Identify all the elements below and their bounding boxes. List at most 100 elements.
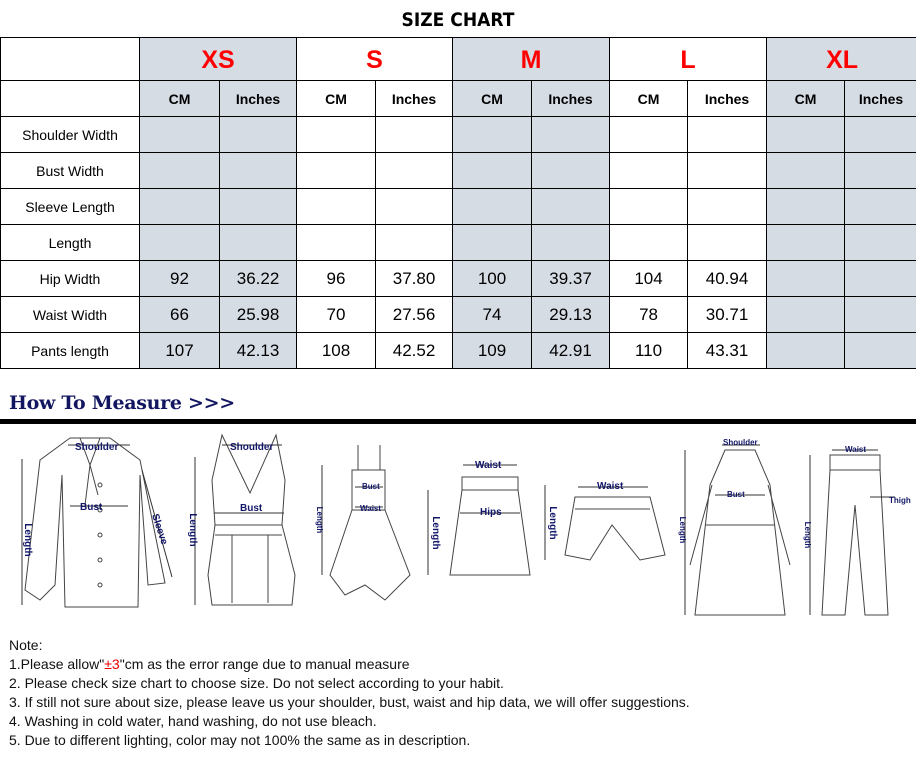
- row-label: Hip Width: [0, 260, 140, 297]
- table-row: Sleeve Length: [0, 188, 916, 225]
- value-cell: [531, 152, 611, 189]
- note-1-text: 1.Please allow": [9, 656, 105, 672]
- value-cell: [452, 152, 533, 189]
- size-l: L: [609, 37, 768, 81]
- value-cell: 96: [296, 260, 377, 297]
- value-cell: [452, 116, 533, 153]
- value-cell: 39.37: [531, 260, 611, 297]
- value-cell: 29.13: [531, 296, 611, 333]
- size-m: M: [452, 37, 611, 81]
- table-row: Hip Width 92 36.22 96 37.80 100 39.37 104 40.94: [0, 260, 916, 297]
- value-cell: [375, 116, 454, 153]
- value-cell: [766, 260, 846, 297]
- value-cell: [844, 332, 916, 369]
- row-label: Sleeve Length: [0, 188, 140, 225]
- size-xs: XS: [138, 37, 298, 81]
- label-tank-length: Length: [187, 513, 198, 546]
- label-dress-bust: Bust: [362, 482, 380, 491]
- value-cell: 25.98: [218, 296, 298, 333]
- value-cell: 42.91: [531, 332, 611, 369]
- value-cell: [687, 224, 768, 261]
- value-cell: [609, 116, 689, 153]
- row-label: Bust Width: [0, 152, 140, 189]
- unit-cm: CM: [609, 80, 689, 117]
- how-to-measure-heading: How To Measure >>>: [9, 392, 235, 414]
- value-cell: [609, 224, 689, 261]
- label-pants-waist: Waist: [845, 445, 866, 454]
- label-coat-shoulder: Shoulder: [723, 438, 758, 447]
- label-dress-length: Length: [315, 507, 324, 534]
- value-cell: [766, 224, 846, 261]
- value-cell: [687, 152, 768, 189]
- measure-illustrations: Shoulder Bust Length Sleeve Shoulder Bus…: [21, 433, 911, 616]
- value-cell: 37.80: [375, 260, 454, 297]
- value-cell: [218, 224, 298, 261]
- table-row: Pants length 107 42.13 108 42.52 109 42.91 110 4…: [0, 332, 916, 369]
- dress-figure: [321, 445, 411, 601]
- row-label: Waist Width: [0, 296, 140, 333]
- value-cell: [296, 224, 377, 261]
- value-cell: 42.52: [375, 332, 454, 369]
- unit-inches: Inches: [375, 80, 454, 117]
- value-cell: [296, 152, 377, 189]
- value-cell: [609, 152, 689, 189]
- size-xl: XL: [766, 37, 916, 81]
- unit-inches: Inches: [687, 80, 768, 117]
- size-s: S: [296, 37, 454, 81]
- value-cell: [844, 224, 916, 261]
- coat-figure: [684, 444, 791, 616]
- note-3: 3. If still not sure about size, please …: [9, 694, 690, 710]
- value-cell: [218, 116, 298, 153]
- value-cell: [296, 116, 377, 153]
- label-dress-waist: Waist: [360, 504, 381, 513]
- note-4: 4. Washing in cold water, hand washing, …: [9, 713, 377, 729]
- value-cell: [531, 116, 611, 153]
- unit-cm: CM: [766, 80, 846, 117]
- value-cell: [766, 296, 846, 333]
- table-row: Length: [0, 224, 916, 261]
- value-cell: 104: [609, 260, 689, 297]
- value-cell: [452, 224, 533, 261]
- value-cell: [452, 188, 533, 225]
- label-shorts-waist: Waist: [597, 481, 624, 492]
- value-cell: 107: [139, 332, 220, 369]
- value-cell: [609, 188, 689, 225]
- value-cell: 109: [452, 332, 533, 369]
- size-chart-table: XS S M L XL CM Inches CM Inches CM Inches CM In…: [0, 37, 916, 369]
- value-cell: [139, 224, 220, 261]
- table-row: Shoulder Width: [0, 116, 916, 153]
- value-cell: [531, 224, 611, 261]
- value-cell: [375, 152, 454, 189]
- value-cell: [844, 188, 916, 225]
- value-cell: 36.22: [218, 260, 298, 297]
- value-cell: [844, 152, 916, 189]
- divider: [0, 419, 916, 424]
- value-cell: 42.13: [218, 332, 298, 369]
- value-cell: [139, 152, 220, 189]
- notes-heading: Note:: [9, 637, 43, 653]
- value-cell: [218, 188, 298, 225]
- unit-cm: CM: [139, 80, 220, 117]
- row-label: Shoulder Width: [0, 116, 140, 153]
- note-5: 5. Due to different lighting, color may …: [9, 732, 471, 748]
- value-cell: 110: [609, 332, 689, 369]
- value-cell: [375, 188, 454, 225]
- value-cell: 43.31: [687, 332, 768, 369]
- label-tank-bust: Bust: [240, 503, 263, 514]
- label-pants-length: Length: [803, 522, 812, 549]
- note-1-text-end: "cm as the error range due to manual mea…: [119, 656, 410, 672]
- unit-inches: Inches: [218, 80, 298, 117]
- label-pants-thigh: Thigh: [889, 496, 911, 505]
- value-cell: [844, 116, 916, 153]
- label-shirt-bust: Bust: [80, 502, 103, 513]
- value-cell: 30.71: [687, 296, 768, 333]
- value-cell: [766, 188, 846, 225]
- unit-cm: CM: [296, 80, 377, 117]
- label-tank-shoulder: Shoulder: [230, 442, 273, 453]
- notes: Note: 1.Please allow"±3"cm as the error …: [9, 636, 690, 750]
- value-cell: 100: [452, 260, 533, 297]
- unit-inches: Inches: [531, 80, 611, 117]
- value-cell: 66: [139, 296, 220, 333]
- value-cell: [844, 260, 916, 297]
- value-cell: [218, 152, 298, 189]
